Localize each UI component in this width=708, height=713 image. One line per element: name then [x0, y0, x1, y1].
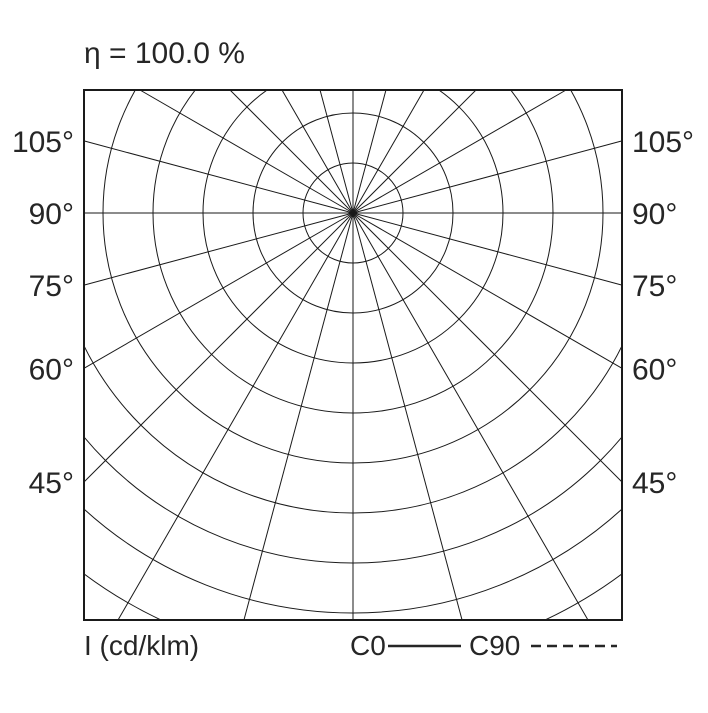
svg-text:105°: 105°	[632, 126, 694, 159]
svg-text:75°: 75°	[632, 270, 677, 303]
svg-text:60°: 60°	[29, 353, 74, 386]
svg-text:C0: C0	[350, 630, 386, 661]
svg-text:90°: 90°	[29, 198, 74, 231]
svg-text:45°: 45°	[29, 467, 74, 500]
svg-text:90°: 90°	[632, 198, 677, 231]
svg-text:I (cd/klm): I (cd/klm)	[84, 630, 199, 661]
svg-text:η = 100.0 %: η = 100.0 %	[84, 37, 245, 70]
svg-text:C90: C90	[469, 630, 520, 661]
svg-text:105°: 105°	[12, 126, 74, 159]
svg-text:60°: 60°	[632, 353, 677, 386]
svg-text:45°: 45°	[632, 467, 677, 500]
svg-text:75°: 75°	[29, 270, 74, 303]
